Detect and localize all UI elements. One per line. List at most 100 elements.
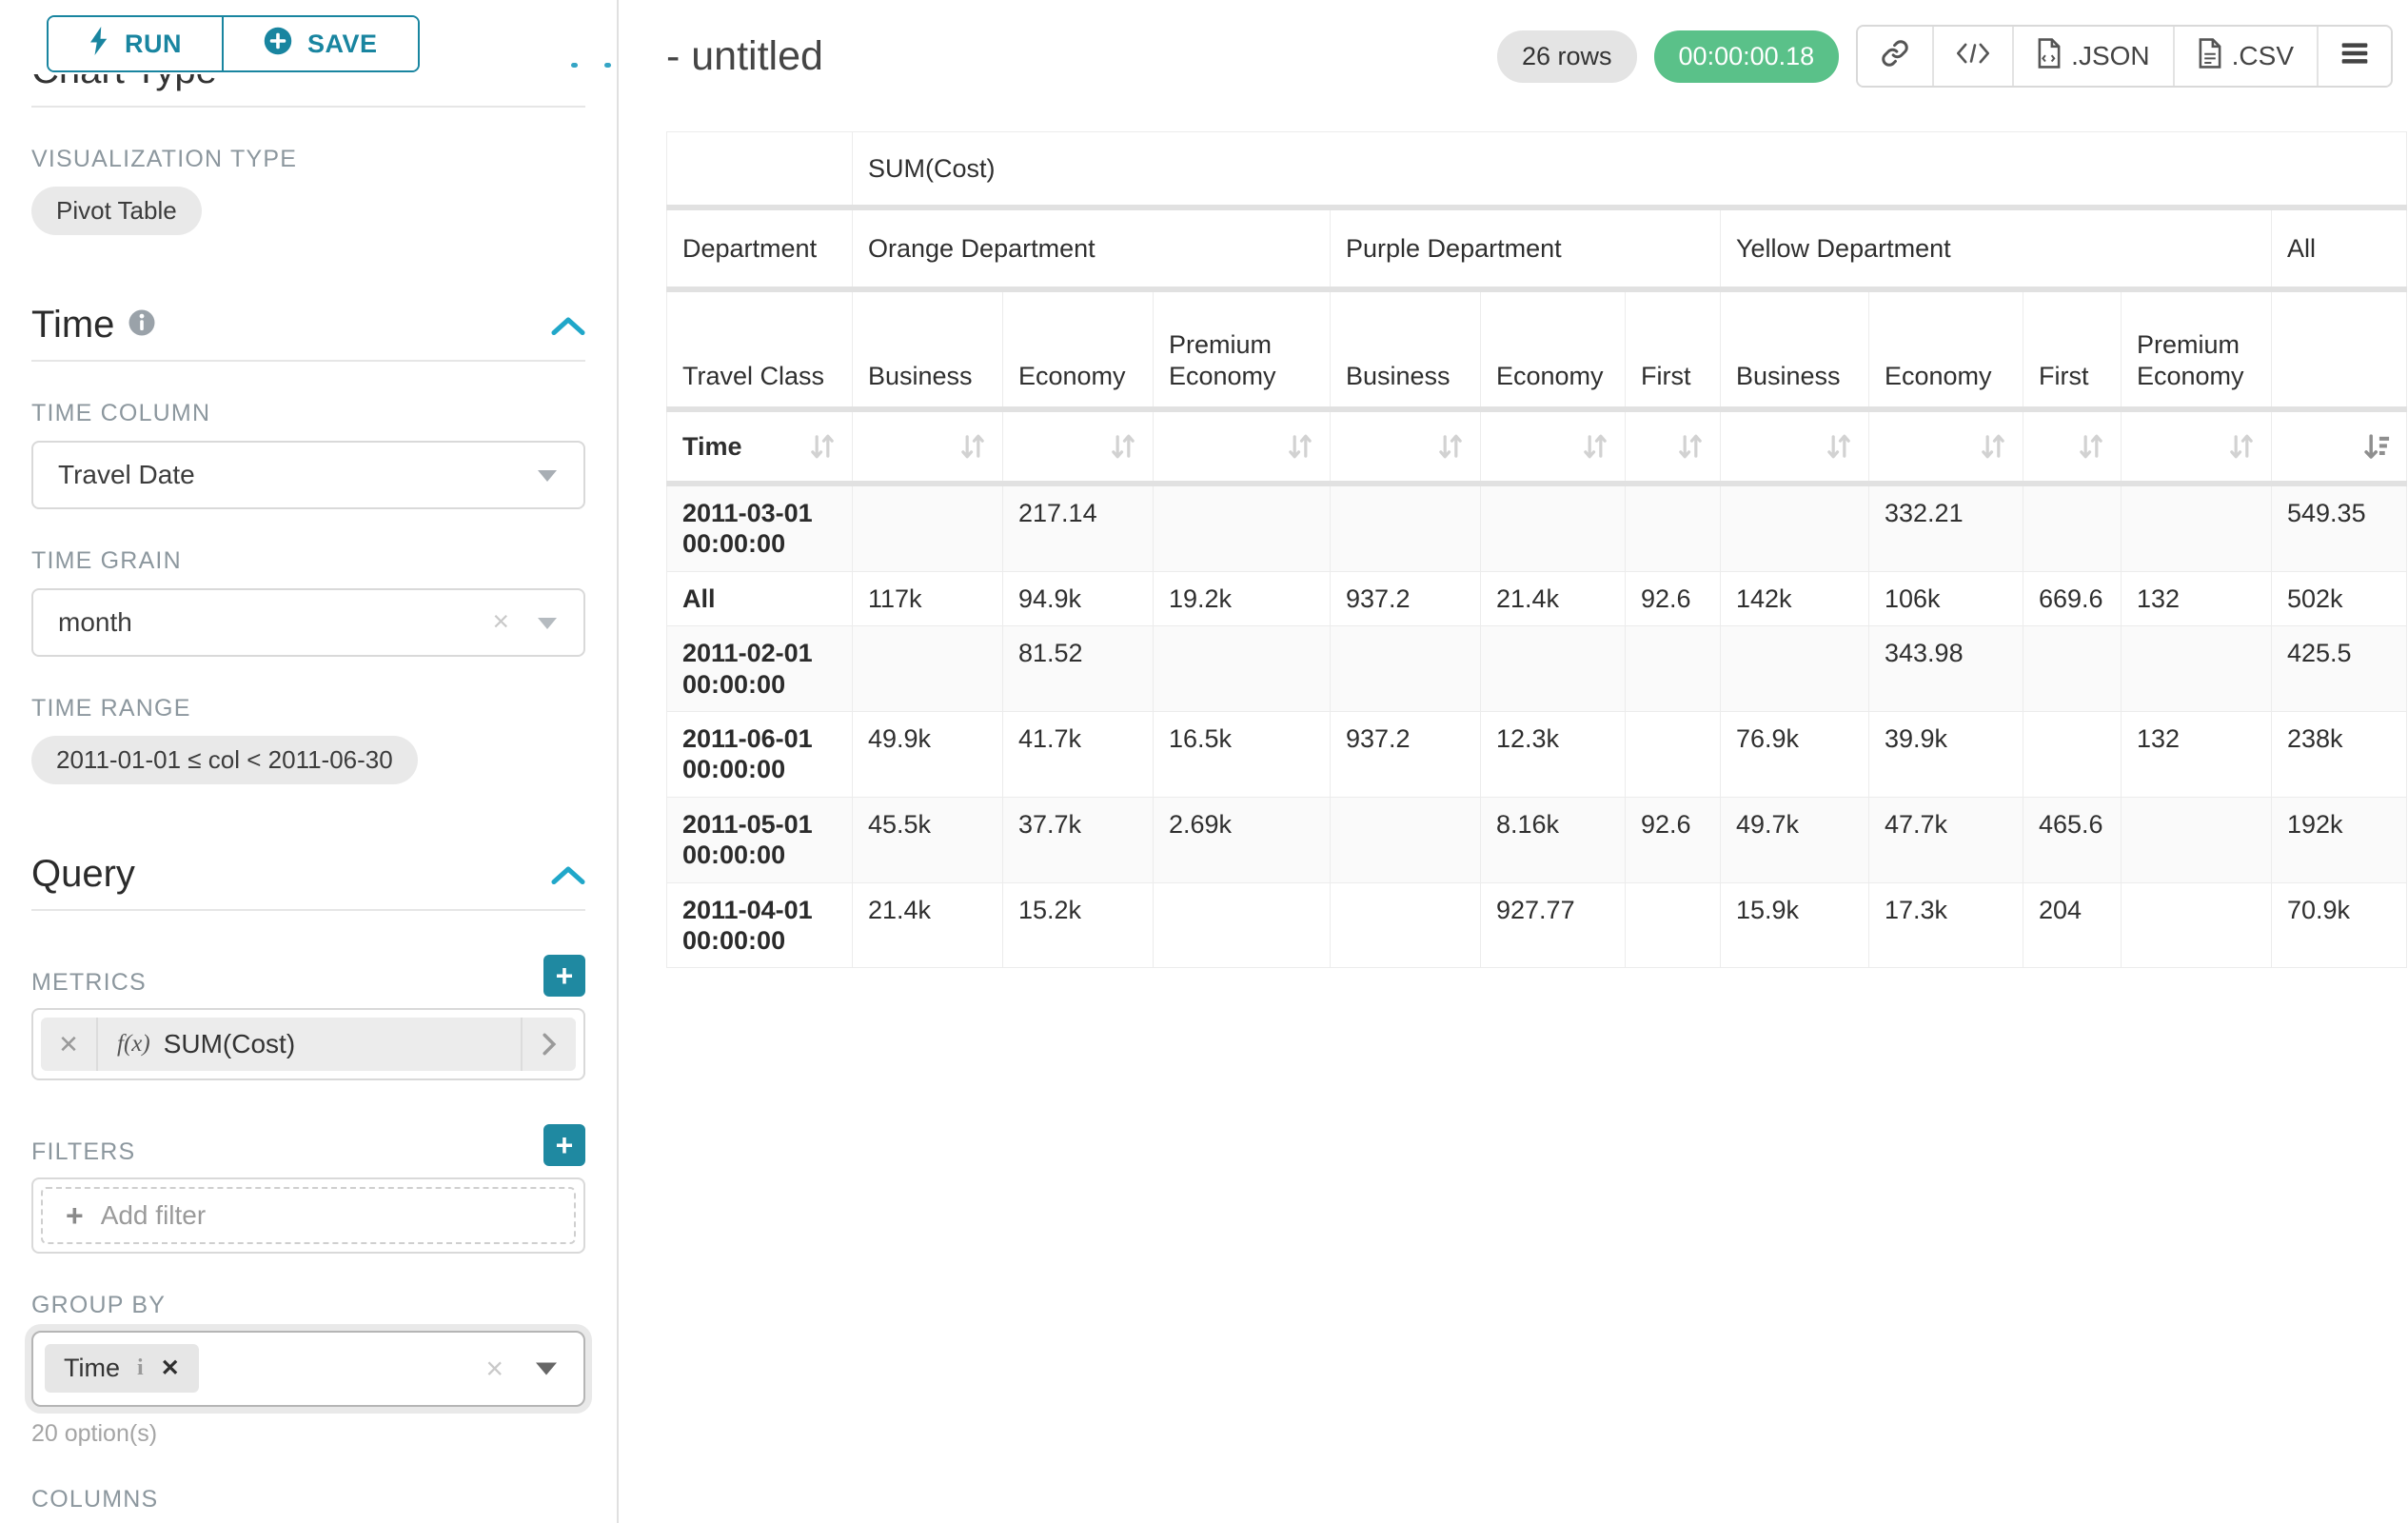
remove-chip-icon[interactable]: ✕ (160, 1355, 180, 1381)
row-count-badge: 26 rows (1496, 30, 1637, 83)
plus-icon: + (66, 1197, 84, 1233)
sort-icon[interactable] (1676, 431, 1705, 462)
pivot-cell: 425.5 (2270, 625, 2408, 712)
add-filter-button[interactable]: + (543, 1124, 585, 1166)
metric-item[interactable]: ✕ f(x) SUM(Cost) (41, 1018, 576, 1071)
clear-icon[interactable]: × (485, 1351, 503, 1386)
pivot-cell: 70.9k (2270, 881, 2408, 969)
time-grain-select[interactable]: month × (31, 588, 585, 657)
pivot-cell: 16.5k (1153, 710, 1331, 798)
pivot-cell (1153, 881, 1331, 969)
group-by-select[interactable]: Time i ✕ × (31, 1331, 585, 1407)
sort-icon[interactable] (2077, 431, 2105, 462)
time-range-value[interactable]: 2011-01-01 ≤ col < 2011-06-30 (31, 736, 418, 784)
pivot-sort-header-time[interactable]: Time (666, 408, 853, 486)
sort-icon[interactable] (1979, 431, 2007, 462)
metric-name: SUM(Cost) (163, 1029, 296, 1058)
chip-label: Time (64, 1354, 120, 1382)
selected-option-chip[interactable]: Time i ✕ (45, 1344, 199, 1393)
time-column-select[interactable]: Travel Date (31, 441, 585, 509)
remove-metric-icon[interactable]: ✕ (41, 1018, 98, 1071)
visualization-type-value[interactable]: Pivot Table (31, 187, 202, 235)
pivot-cell (1330, 483, 1481, 572)
sort-icon[interactable] (1825, 431, 1853, 462)
pivot-sort-header[interactable] (2121, 408, 2272, 486)
pivot-cell (1625, 625, 1721, 712)
pivot-sort-header[interactable] (1720, 408, 1869, 486)
group-by-chips: Time i ✕ (45, 1344, 469, 1393)
metrics-label: METRICS (31, 969, 147, 996)
sort-icon[interactable] (1581, 431, 1609, 462)
pivot-cell: 37.7k (1002, 796, 1154, 883)
chart-title[interactable]: - untitled (666, 32, 823, 79)
pivot-cell: 17.3k (1868, 881, 2023, 969)
caret-down-icon (538, 470, 557, 482)
run-button-label: RUN (125, 29, 182, 58)
chart-panel: - untitled 26 rows 00:00:00.18 (619, 0, 2408, 1523)
visualization-type-label: VISUALIZATION TYPE (31, 146, 298, 172)
view-query-button[interactable] (1932, 27, 2013, 86)
export-csv-label: .CSV (2231, 41, 2294, 70)
pivot-sort-header[interactable] (1868, 408, 2023, 486)
caret-down-icon[interactable] (536, 1362, 557, 1375)
metrics-container: ✕ f(x) SUM(Cost) (31, 1008, 585, 1080)
pivot-sort-header[interactable] (1480, 408, 1626, 486)
export-json-label: .JSON (2071, 41, 2150, 70)
sort-icon[interactable] (1436, 431, 1465, 462)
pivot-table: SUM(Cost) Department Orange Department Purp… (666, 131, 2408, 969)
sort-icon[interactable] (958, 431, 987, 462)
export-json-button[interactable]: .JSON (2012, 27, 2173, 86)
pivot-cell (1153, 625, 1331, 712)
pivot-cell (1625, 483, 1721, 572)
pivot-cell: 132 (2121, 710, 2272, 798)
short-link-button[interactable] (1858, 27, 1933, 86)
pivot-cell: 238k (2270, 710, 2408, 798)
pivot-cell: 106k (1868, 570, 2023, 627)
pivot-sort-header[interactable] (1153, 408, 1331, 486)
pivot-data-row: 2011-03-01 00:00:00 217.14 332.21 549.35 (666, 483, 2408, 572)
pivot-cell: 549.35 (2270, 483, 2408, 572)
pivot-class-header: Economy (1002, 288, 1154, 412)
pivot-sort-header[interactable] (2023, 408, 2122, 486)
pivot-cell: 49.9k (852, 710, 1003, 798)
pivot-sort-header[interactable] (1002, 408, 1154, 486)
group-by-label: GROUP BY (31, 1292, 167, 1318)
pivot-cell (1625, 710, 1721, 798)
pivot-sort-header[interactable] (1330, 408, 1481, 486)
time-grain-label: TIME GRAIN (31, 547, 182, 574)
pivot-data-row: 2011-02-01 00:00:00 81.52 343.98 425.5 (666, 625, 2408, 712)
save-button[interactable]: SAVE (222, 17, 418, 70)
pivot-cell: 927.77 (1480, 881, 1626, 969)
pivot-data-row: All 117k 94.9k 19.2k 937.2 21.4k 92.6 142k 106k 6… (666, 570, 2408, 627)
bolt-icon (89, 26, 109, 62)
clear-icon[interactable]: × (492, 605, 509, 638)
pivot-sort-header[interactable] (852, 408, 1003, 486)
sort-icon[interactable] (808, 431, 837, 462)
query-collapse-chevron-icon[interactable] (551, 864, 585, 885)
chart-menu-button[interactable] (2317, 27, 2391, 86)
pivot-cell: 47.7k (1868, 796, 2023, 883)
plus-circle-icon (264, 27, 292, 62)
add-metric-button[interactable]: + (543, 955, 585, 997)
chevron-right-icon[interactable] (521, 1018, 576, 1071)
pivot-sort-header[interactable] (1625, 408, 1721, 486)
pivot-cell (2121, 625, 2272, 712)
pivot-cell (1480, 625, 1626, 712)
export-csv-button[interactable]: .CSV (2172, 27, 2317, 86)
sort-icon[interactable] (2227, 431, 2256, 462)
pivot-cell: 343.98 (1868, 625, 2023, 712)
sort-icon[interactable] (1286, 431, 1314, 462)
sort-icon[interactable] (1109, 431, 1137, 462)
pivot-cell: 45.5k (852, 796, 1003, 883)
chart-type-collapse-chevron-clipped[interactable] (571, 63, 611, 68)
run-button[interactable]: RUN (49, 17, 222, 70)
pivot-cell: 937.2 (1330, 570, 1481, 627)
divider (31, 106, 585, 108)
time-collapse-chevron-icon[interactable] (551, 315, 585, 336)
pivot-data-row: 2011-04-01 00:00:00 21.4k 15.2k 927.77 15.9k… (666, 881, 2408, 969)
group-by-options-hint: 20 option(s) (31, 1420, 158, 1447)
sort-desc-active-icon[interactable] (2362, 431, 2391, 462)
add-filter-dropzone[interactable]: + Add filter (41, 1187, 576, 1244)
pivot-sort-header[interactable] (2270, 408, 2408, 486)
pivot-cell: 15.9k (1720, 881, 1869, 969)
